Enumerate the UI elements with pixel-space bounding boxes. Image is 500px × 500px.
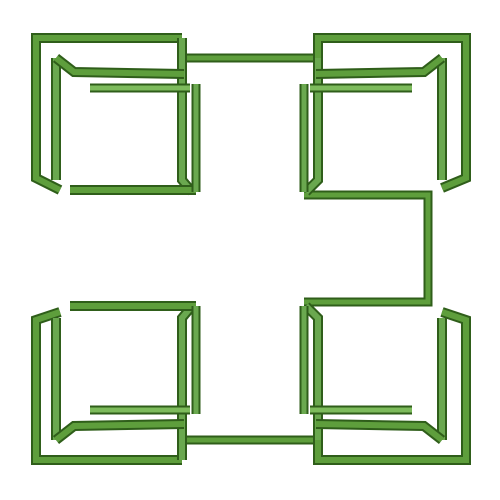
connector-right (304, 190, 433, 307)
cube-top-right (299, 33, 471, 196)
curve-tube (31, 33, 471, 465)
cube-bottom-right (299, 302, 471, 465)
cube-top-left (31, 33, 201, 196)
cube-bottom-left (31, 301, 201, 465)
